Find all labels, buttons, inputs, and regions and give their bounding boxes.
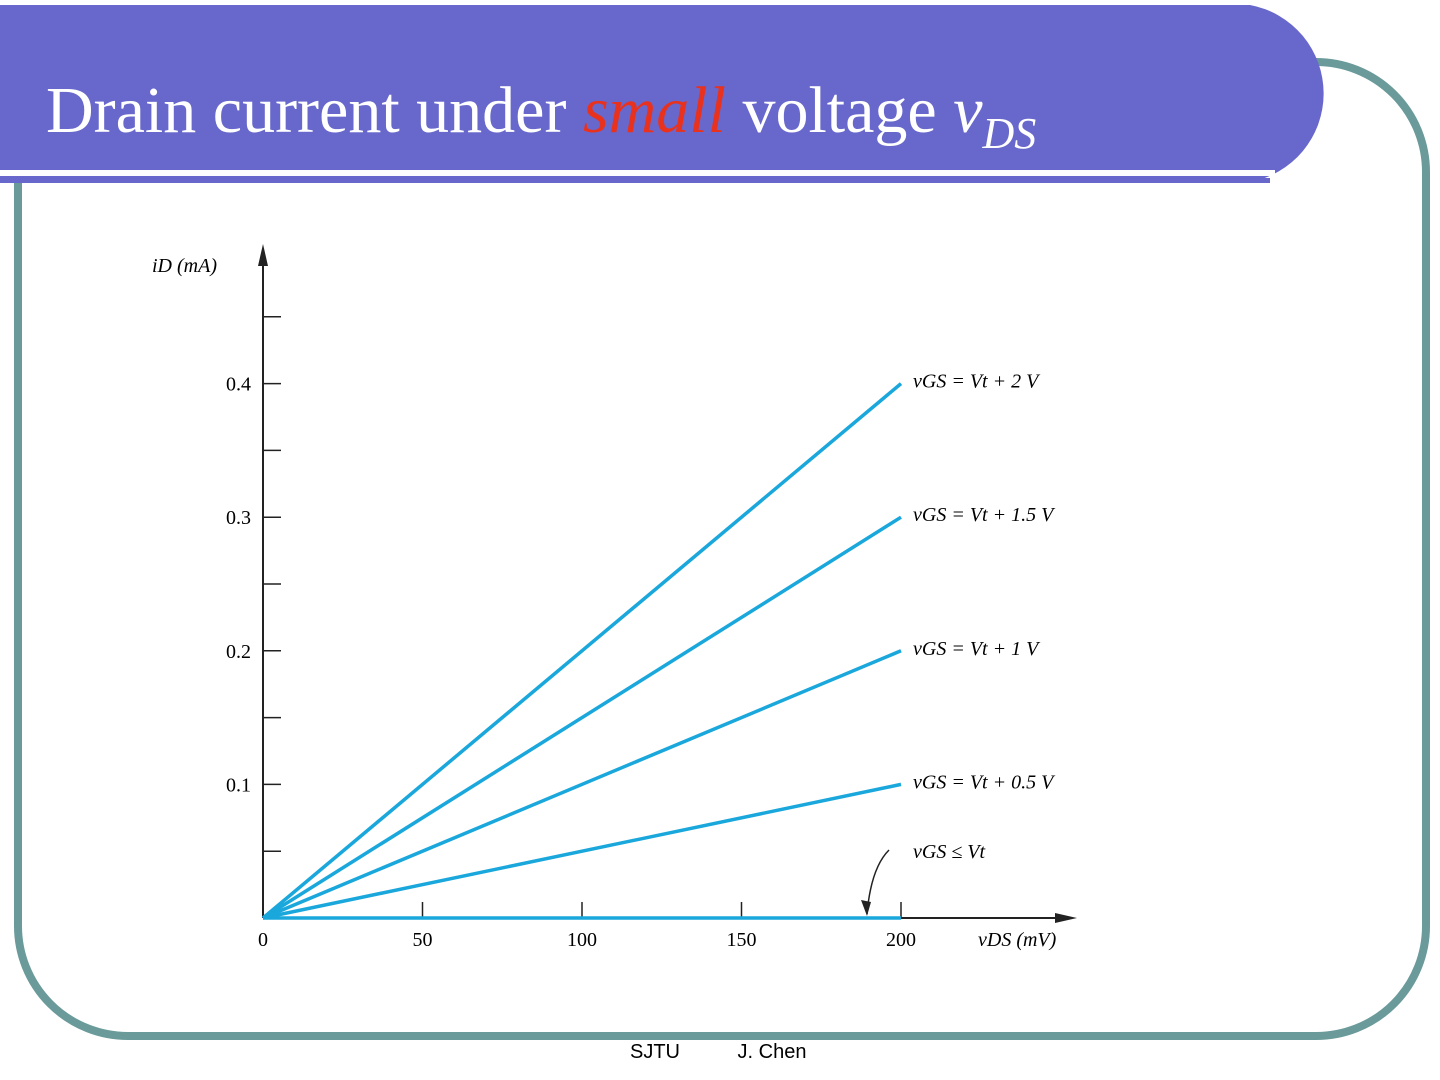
- series-label: vGS = Vt + 1 V: [913, 638, 1041, 660]
- header-rule: [0, 178, 1270, 183]
- title-subscript: DS: [982, 109, 1037, 158]
- title-emphasis: small: [583, 74, 726, 147]
- x-tick-label: 150: [727, 929, 757, 951]
- y-axis-arrow: [258, 244, 268, 266]
- series-label: vGS = Vt + 2 V: [913, 371, 1041, 393]
- series-line: [262, 515, 902, 920]
- footer-text: SJTU: [630, 1041, 680, 1063]
- series-line: [261, 382, 903, 920]
- chart: iD (mA) vDS (mV) 0.1 0.2 0.3 0.4 0 50 100 150 200 v…: [152, 244, 1077, 951]
- series-label: vGS = Vt + 1.5 V: [913, 504, 1056, 526]
- series-line: [262, 649, 902, 920]
- header-band: [0, 5, 1324, 182]
- y-tick-label: 0.3: [226, 507, 251, 529]
- x-tick-label: 0: [258, 929, 268, 951]
- series-line: [262, 782, 902, 920]
- y-tick-label: 0.4: [226, 374, 251, 396]
- x-tick-label: 50: [413, 929, 433, 951]
- title-variable: v: [953, 74, 983, 147]
- series-label: vGS ≤ Vt: [913, 841, 986, 863]
- slide-frame: [14, 58, 1430, 1040]
- title-text: voltage: [742, 74, 936, 147]
- y-tick-label: 0.1: [226, 774, 251, 796]
- x-axis-label: vDS (mV): [978, 929, 1057, 951]
- footer-text: J. Chen: [738, 1041, 807, 1063]
- header-stripe: [0, 170, 1275, 176]
- slide-title: Drain current under small voltage vDS: [46, 74, 1036, 158]
- series-label: vGS = Vt + 0.5 V: [913, 771, 1056, 793]
- y-axis-label: iD (mA): [152, 255, 217, 277]
- label-arrowhead: [861, 900, 871, 916]
- y-tick-label: 0.2: [226, 641, 251, 663]
- x-axis-arrow: [1055, 913, 1077, 923]
- title-text: Drain current under: [46, 74, 566, 147]
- x-tick-label: 100: [567, 929, 597, 951]
- x-tick-label: 200: [886, 929, 916, 951]
